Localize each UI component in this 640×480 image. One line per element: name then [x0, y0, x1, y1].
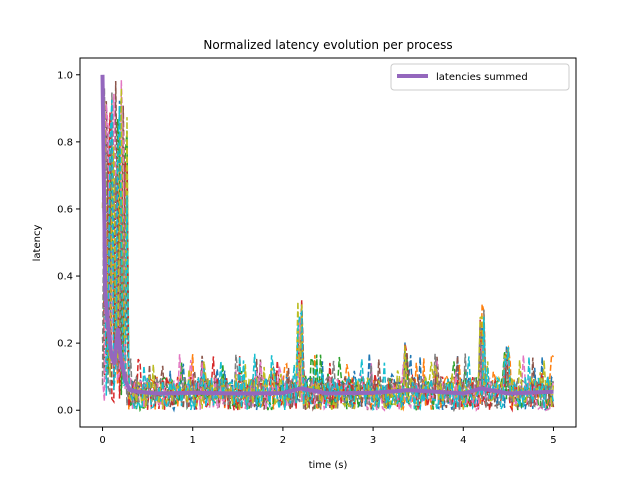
y-axis: 0.0 0.2 0.4 0.6 0.8 1.0: [57, 70, 80, 417]
x-tick-label: 4: [460, 435, 466, 446]
chart-title: Normalized latency evolution per process: [203, 38, 452, 52]
x-tick-label: 0: [99, 435, 105, 446]
y-axis-label: latency: [32, 225, 43, 262]
y-tick-label: 0.2: [57, 339, 73, 350]
process-series-line: [101, 112, 555, 413]
x-tick-label: 1: [190, 435, 196, 446]
summed-series-group: [100, 74, 554, 396]
x-tick-label: 2: [280, 435, 286, 446]
plot-frame: [79, 57, 577, 428]
y-tick-label: 0.0: [57, 406, 73, 417]
y-tick-label: 0.8: [57, 137, 73, 148]
x-axis: 0 1 2 3 4 5: [99, 427, 557, 446]
x-axis-label: time (s): [309, 460, 348, 471]
process-series-line: [101, 84, 555, 413]
legend: latencies summed: [390, 63, 570, 91]
x-tick-label: 5: [550, 435, 556, 446]
y-tick-label: 1.0: [57, 70, 73, 81]
summed-latency-line: [100, 74, 554, 396]
y-tick-label: 0.4: [57, 272, 73, 283]
y-tick-label: 0.6: [57, 204, 73, 215]
process-series-line: [101, 88, 555, 411]
legend-box: [390, 63, 570, 91]
legend-label: latencies summed: [436, 72, 528, 83]
x-tick-label: 3: [370, 435, 376, 446]
